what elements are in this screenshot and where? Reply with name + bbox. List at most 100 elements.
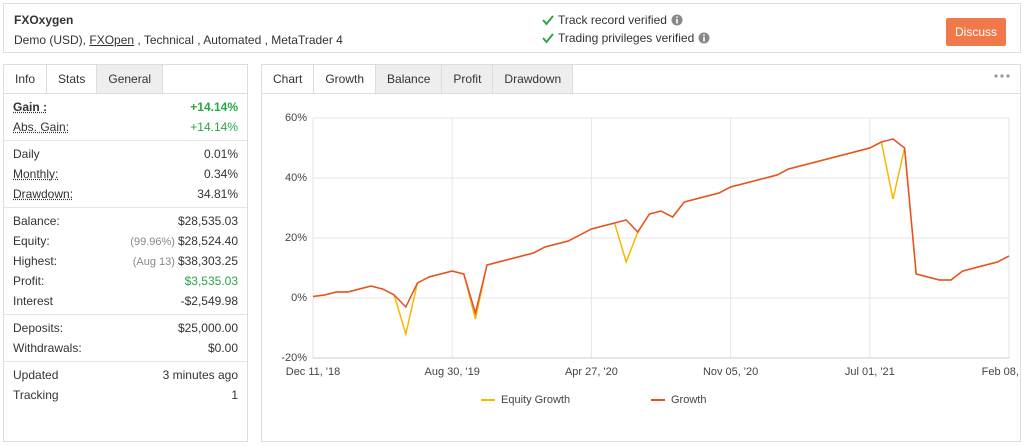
- stats-row: Drawdown: 34.81%: [4, 184, 247, 204]
- stats-row: Deposits: $25,000.00: [4, 318, 247, 338]
- x-tick-label: Feb 08, '22: [982, 366, 1020, 378]
- account-title: FXOxygen: [14, 13, 74, 27]
- account-details: Demo (USD), FXOpen , Technical , Automat…: [14, 33, 343, 47]
- stats-row: Highest: (Aug 13) $38,303.25: [4, 251, 247, 271]
- stat-value-wrap: $3,535.03: [185, 274, 238, 288]
- legend-label: Equity Growth: [501, 394, 570, 406]
- stats-row: Updated 3 minutes ago: [4, 365, 247, 385]
- stat-label: Highest:: [13, 254, 58, 268]
- stats-row: Gain : +14.14%: [4, 97, 247, 117]
- stat-value-wrap: -$2,549.98: [181, 294, 238, 308]
- tab-bar: Info Stats General: [4, 65, 247, 94]
- stat-value-wrap: $28,535.03: [178, 214, 238, 228]
- stats-row: Monthly: 0.34%: [4, 164, 247, 184]
- tab[interactable]: Growth: [314, 65, 377, 93]
- stats-row: Interest -$2,549.98: [4, 291, 247, 311]
- stat-label: Abs. Gain:: [13, 120, 70, 134]
- stat-value: $3,535.03: [184, 274, 238, 288]
- stat-label: Deposits:: [13, 321, 64, 335]
- x-tick-label: Dec 11, '18: [286, 366, 340, 378]
- y-tick-label: 20%: [285, 232, 307, 244]
- stats-row: Abs. Gain: +14.14%: [4, 117, 247, 137]
- check-icon: [542, 33, 554, 44]
- stat-value: $38,303.25: [177, 254, 238, 268]
- stat-label: Profit:: [13, 274, 45, 288]
- verified-text: Trading privileges verified: [558, 31, 695, 45]
- stat-value: 3 minutes ago: [162, 368, 238, 382]
- stat-value-wrap: 0.34%: [204, 167, 238, 181]
- stat-value-wrap: 1: [231, 388, 238, 402]
- stat-value-wrap: +14.14%: [190, 120, 238, 134]
- stat-value: -$2,549.98: [180, 294, 238, 308]
- stat-value-wrap: 0.01%: [204, 147, 238, 161]
- stats-group: Daily 0.01% Monthly: 0.34% Drawdown: 34.81%: [4, 141, 247, 208]
- stat-value: 1: [231, 388, 238, 402]
- tab[interactable]: General: [97, 65, 164, 93]
- stat-value-wrap: 34.81%: [197, 187, 238, 201]
- stat-value: 0.34%: [203, 167, 238, 181]
- stat-label: Gain :: [13, 100, 48, 114]
- tab[interactable]: Chart: [262, 65, 315, 93]
- stat-note: (Aug 13): [132, 256, 175, 268]
- info-icon[interactable]: [671, 14, 683, 26]
- check-icon: [542, 15, 554, 26]
- stats-group: Balance: $28,535.03 Equity: (99.96%) $28,524…: [4, 208, 247, 315]
- stat-value: 0.01%: [203, 147, 238, 161]
- stats-group: Updated 3 minutes ago Tracking 1: [4, 362, 247, 408]
- stats-group: Gain : +14.14% Abs. Gain: +14.14%: [4, 94, 247, 141]
- stat-label: Balance:: [13, 214, 60, 228]
- stat-label: Withdrawals:: [13, 341, 82, 355]
- x-tick-label: Nov 05, '20: [703, 366, 758, 378]
- stat-value: $28,535.03: [177, 214, 238, 228]
- x-tick-label: Apr 27, '20: [565, 366, 618, 378]
- stats-group: Deposits: $25,000.00 Withdrawals: $0.00: [4, 315, 247, 362]
- info-icon[interactable]: [698, 32, 710, 44]
- discuss-button[interactable]: Discuss: [946, 18, 1006, 46]
- stat-label: Interest: [13, 294, 54, 308]
- stat-value-wrap: $0.00: [208, 341, 238, 355]
- y-tick-label: 60%: [285, 112, 307, 124]
- stats-row: Daily 0.01%: [4, 144, 247, 164]
- y-tick-label: 0%: [291, 292, 307, 304]
- stat-label: Daily: [13, 147, 40, 161]
- y-tick-label: 40%: [285, 172, 307, 184]
- stats-panel: Info Stats General Gain : +14.14% Abs. Gain:…: [3, 64, 248, 442]
- series-line: [312, 138, 1010, 316]
- tab[interactable]: Drawdown: [493, 65, 574, 93]
- stat-label: Equity:: [13, 234, 50, 248]
- detail: , Technical , Automated , MetaTrader 4: [137, 33, 343, 47]
- stat-value-wrap: 3 minutes ago: [163, 368, 238, 382]
- stat-value: $28,524.40: [177, 234, 238, 248]
- stats-row: Tracking 1: [4, 385, 247, 405]
- tab[interactable]: Balance: [376, 65, 443, 93]
- stats-row: Withdrawals: $0.00: [4, 338, 247, 358]
- stat-note: (99.96%): [130, 236, 175, 248]
- y-tick-label: -20%: [281, 352, 307, 364]
- stat-value: +14.14%: [190, 100, 238, 114]
- chart-panel: Chart Growth Balance Profit Drawdown: [261, 64, 1021, 442]
- stats-row: Equity: (99.96%) $28,524.40: [4, 231, 247, 251]
- stat-value: +14.14%: [190, 120, 238, 134]
- x-tick-label: Jul 01, '21: [845, 366, 895, 378]
- chart: -20% 0% 20% 40% 60% Dec 11, '18 Aug 30, '19 Apr…: [281, 112, 1020, 406]
- verified-item: Trading privileges verified: [542, 31, 710, 45]
- legend-label: Growth: [671, 394, 706, 406]
- verified-text: Track record verified: [558, 13, 667, 27]
- detail: Demo (USD),: [14, 33, 87, 47]
- verified-item: Track record verified: [542, 13, 683, 27]
- stat-value: $0.00: [207, 341, 238, 355]
- stats-row: Profit: $3,535.03: [4, 271, 247, 291]
- tab[interactable]: Stats: [47, 65, 98, 93]
- stat-value: 34.81%: [197, 187, 238, 201]
- stat-label: Monthly:: [13, 167, 59, 181]
- stat-value-wrap: +14.14%: [190, 100, 238, 114]
- header: FXOxygen Demo (USD), FXOpen , Technical …: [3, 3, 1021, 53]
- stat-value-wrap: (99.96%) $28,524.40: [130, 234, 238, 248]
- x-tick-label: Aug 30, '19: [425, 366, 480, 378]
- broker-link[interactable]: FXOpen: [89, 33, 135, 47]
- menu-icon[interactable]: [994, 73, 1010, 79]
- stat-value-wrap: $25,000.00: [178, 321, 238, 335]
- tab[interactable]: Profit: [442, 65, 494, 93]
- tab[interactable]: Info: [4, 65, 48, 93]
